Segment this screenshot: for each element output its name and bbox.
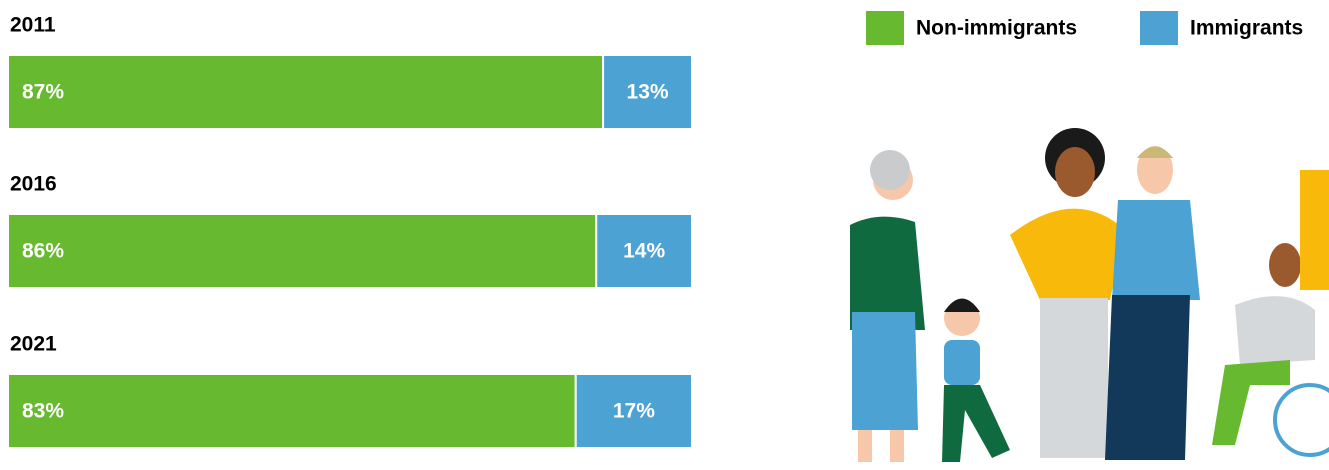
value-label: 83% xyxy=(22,400,64,423)
body xyxy=(944,340,980,385)
value-label: 87% xyxy=(22,81,64,104)
hair xyxy=(944,298,980,312)
bar-segment xyxy=(602,54,694,130)
legend-label: Non-immigrants xyxy=(916,17,1077,40)
leg xyxy=(890,430,904,462)
category-label: 2021 xyxy=(10,333,57,356)
head xyxy=(1269,243,1301,287)
body xyxy=(1235,296,1315,365)
bar-segment xyxy=(7,213,598,289)
legs xyxy=(942,385,1010,462)
bar-segment xyxy=(595,213,693,289)
legs xyxy=(1212,360,1290,445)
legend-swatch xyxy=(1140,11,1178,45)
value-label: 14% xyxy=(623,240,665,263)
body xyxy=(850,216,925,330)
hair xyxy=(1137,146,1173,158)
value-label: 13% xyxy=(627,81,669,104)
bar-segment xyxy=(574,373,693,449)
leg xyxy=(858,430,872,462)
body xyxy=(1010,208,1125,300)
legend-label: Immigrants xyxy=(1190,17,1303,40)
hair xyxy=(870,150,910,190)
legs xyxy=(1105,295,1190,460)
body xyxy=(1112,200,1200,300)
legend-swatch xyxy=(866,11,904,45)
category-label: 2011 xyxy=(10,14,56,37)
bar-segment xyxy=(7,54,605,130)
illustration xyxy=(850,128,1329,462)
skirt xyxy=(852,312,918,430)
head xyxy=(1055,147,1095,197)
category-label: 2016 xyxy=(10,173,57,196)
body xyxy=(1300,170,1329,290)
wheel xyxy=(1273,383,1329,457)
value-label: 17% xyxy=(613,400,655,423)
bar-segment xyxy=(7,373,577,449)
legs xyxy=(1040,298,1108,458)
value-label: 86% xyxy=(22,240,64,263)
